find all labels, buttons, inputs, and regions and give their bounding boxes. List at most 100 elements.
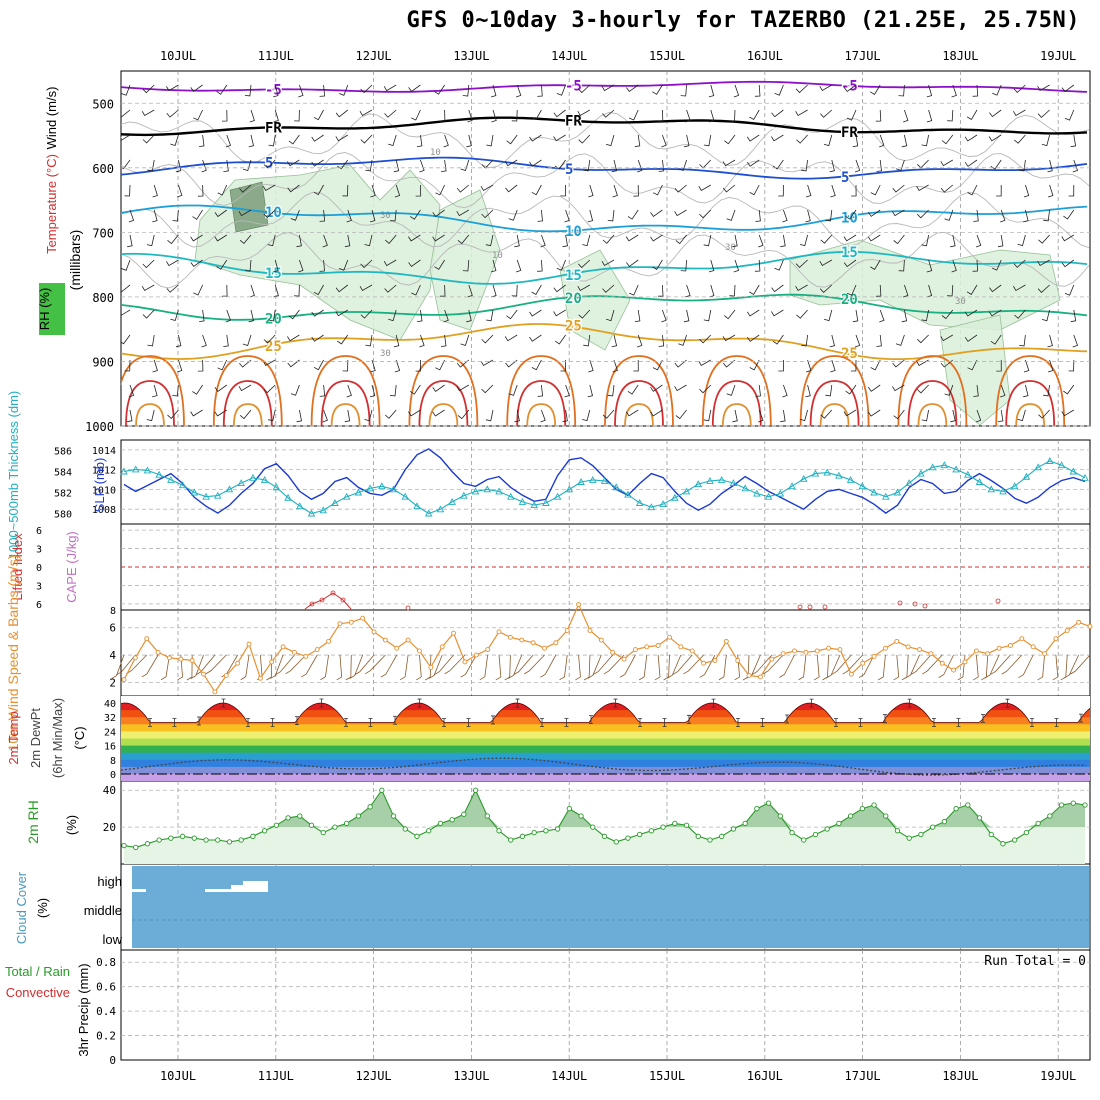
upper-wind-barb xyxy=(774,259,784,271)
rh-point xyxy=(871,802,877,808)
temp-minmax-bar xyxy=(515,698,520,708)
thickness-point xyxy=(483,485,492,493)
upper-wind-barb xyxy=(582,234,591,247)
upper-wind-barb xyxy=(944,209,954,221)
upper-wind-barb xyxy=(467,109,473,123)
pressure-tick-label: 500 xyxy=(92,97,114,111)
upper-wind-barb xyxy=(313,359,324,371)
temp-color-band xyxy=(121,731,1090,739)
upper-wind-barb xyxy=(239,359,252,368)
rh-point xyxy=(929,824,936,830)
thickness-point xyxy=(635,499,644,506)
wind10-speed-point xyxy=(803,649,809,655)
wind10-barb xyxy=(938,654,954,678)
upper-wind-barb xyxy=(287,184,300,193)
thickness-point xyxy=(905,479,913,486)
thickness-point xyxy=(753,489,761,497)
thickness-point xyxy=(975,478,984,485)
upper-wind-barb xyxy=(996,185,1002,197)
upper-wind-barb xyxy=(128,384,135,398)
upper-wind-barb xyxy=(456,359,470,368)
wind10-speed-point xyxy=(814,648,820,654)
upper-wind-barb xyxy=(223,159,229,172)
wind10-speed-point xyxy=(337,621,343,627)
rh-point xyxy=(1012,837,1018,843)
precip-tick-label: 0.8 xyxy=(96,956,116,969)
upper-wind-barb xyxy=(989,109,1002,118)
upper-wind-barb xyxy=(1014,134,1026,144)
upper-wind-barb xyxy=(370,184,376,198)
upper-wind-barb xyxy=(335,134,349,142)
upper-wind-barb xyxy=(708,84,715,98)
upper-wind-barb xyxy=(658,334,665,347)
wind10-barb xyxy=(479,654,489,681)
upper-wind-barb xyxy=(772,334,784,345)
upper-wind-barb xyxy=(780,409,786,423)
upper-wind-barb xyxy=(434,259,445,270)
surface-temp-loop xyxy=(418,380,469,426)
rh-point xyxy=(765,800,772,806)
wind10-barb xyxy=(878,654,886,681)
upper-wind-barb xyxy=(439,284,446,297)
rh-point xyxy=(1047,813,1053,819)
upper-wind-barb xyxy=(553,309,566,317)
upper-wind-barb xyxy=(121,309,131,316)
slp-tick-label: 1014 xyxy=(92,446,116,457)
upper-wind-barb xyxy=(921,134,929,147)
temp-minmax-bar xyxy=(344,718,348,727)
upper-wind-barb xyxy=(1047,184,1054,198)
temp-minmax-bar xyxy=(956,718,961,727)
upper-wind-barb xyxy=(190,234,203,242)
temp-minmax-bar xyxy=(662,718,667,727)
upper-wind-barb xyxy=(384,109,397,118)
thickness-point xyxy=(835,471,843,479)
rh-contour-label: 30 xyxy=(380,211,391,221)
upper-wind-barb xyxy=(146,234,155,247)
thickness-point xyxy=(389,485,398,493)
upper-wind-barb xyxy=(128,209,135,223)
wind10-barb xyxy=(842,654,863,675)
wind10-barb xyxy=(177,654,183,681)
upper-wind-barb xyxy=(531,359,542,371)
wind10-barb xyxy=(380,654,398,678)
upper-wind-barb xyxy=(966,284,978,295)
wind10-speed-point xyxy=(587,628,593,633)
wind10-barb xyxy=(540,654,557,678)
rh-contour-label: 30 xyxy=(380,349,391,359)
wind-tick-label: 6 xyxy=(109,622,116,635)
label-thickness: 1000~500mb Thickness (dm) xyxy=(6,391,21,560)
upper-wind-barb xyxy=(830,359,836,373)
upper-wind-barb xyxy=(1037,259,1050,267)
thickness-point xyxy=(1022,472,1031,480)
upper-wind-barb xyxy=(537,384,544,397)
date-label-bottom: 10JUL xyxy=(160,1069,196,1083)
temp-minmax-bar xyxy=(270,718,275,727)
upper-wind-barb xyxy=(601,259,615,267)
surface-temp-loop xyxy=(624,403,654,426)
wind10-speed-point xyxy=(223,673,229,678)
upper-wind-barb xyxy=(602,109,615,118)
isotherm-label: 5 xyxy=(565,162,573,178)
upper-wind-barb xyxy=(298,259,304,273)
label-rh-unit: (%) xyxy=(64,815,79,835)
upper-wind-barb xyxy=(611,334,618,348)
temp-minmax-bar xyxy=(785,714,789,724)
upper-wind-barb xyxy=(699,384,712,394)
upper-wind-barb xyxy=(799,234,808,247)
upper-wind-barb xyxy=(1047,159,1053,173)
panel-frame-wind10 xyxy=(120,609,1091,697)
upper-wind-barb xyxy=(288,309,300,320)
thickness-point xyxy=(143,466,152,474)
upper-wind-barb xyxy=(732,234,738,248)
upper-wind-barb xyxy=(217,184,228,196)
upper-wind-barb xyxy=(287,359,300,368)
upper-wind-barb xyxy=(782,384,788,398)
upper-wind-barb xyxy=(674,359,687,368)
li-tick-label: 0 xyxy=(36,563,42,574)
upper-wind-barb xyxy=(746,309,760,317)
thickness-point xyxy=(964,470,972,478)
temp-color-band xyxy=(121,738,1090,747)
upper-wind-barb xyxy=(192,209,203,220)
upper-wind-barb xyxy=(850,359,857,372)
upper-wind-barb xyxy=(749,359,760,371)
